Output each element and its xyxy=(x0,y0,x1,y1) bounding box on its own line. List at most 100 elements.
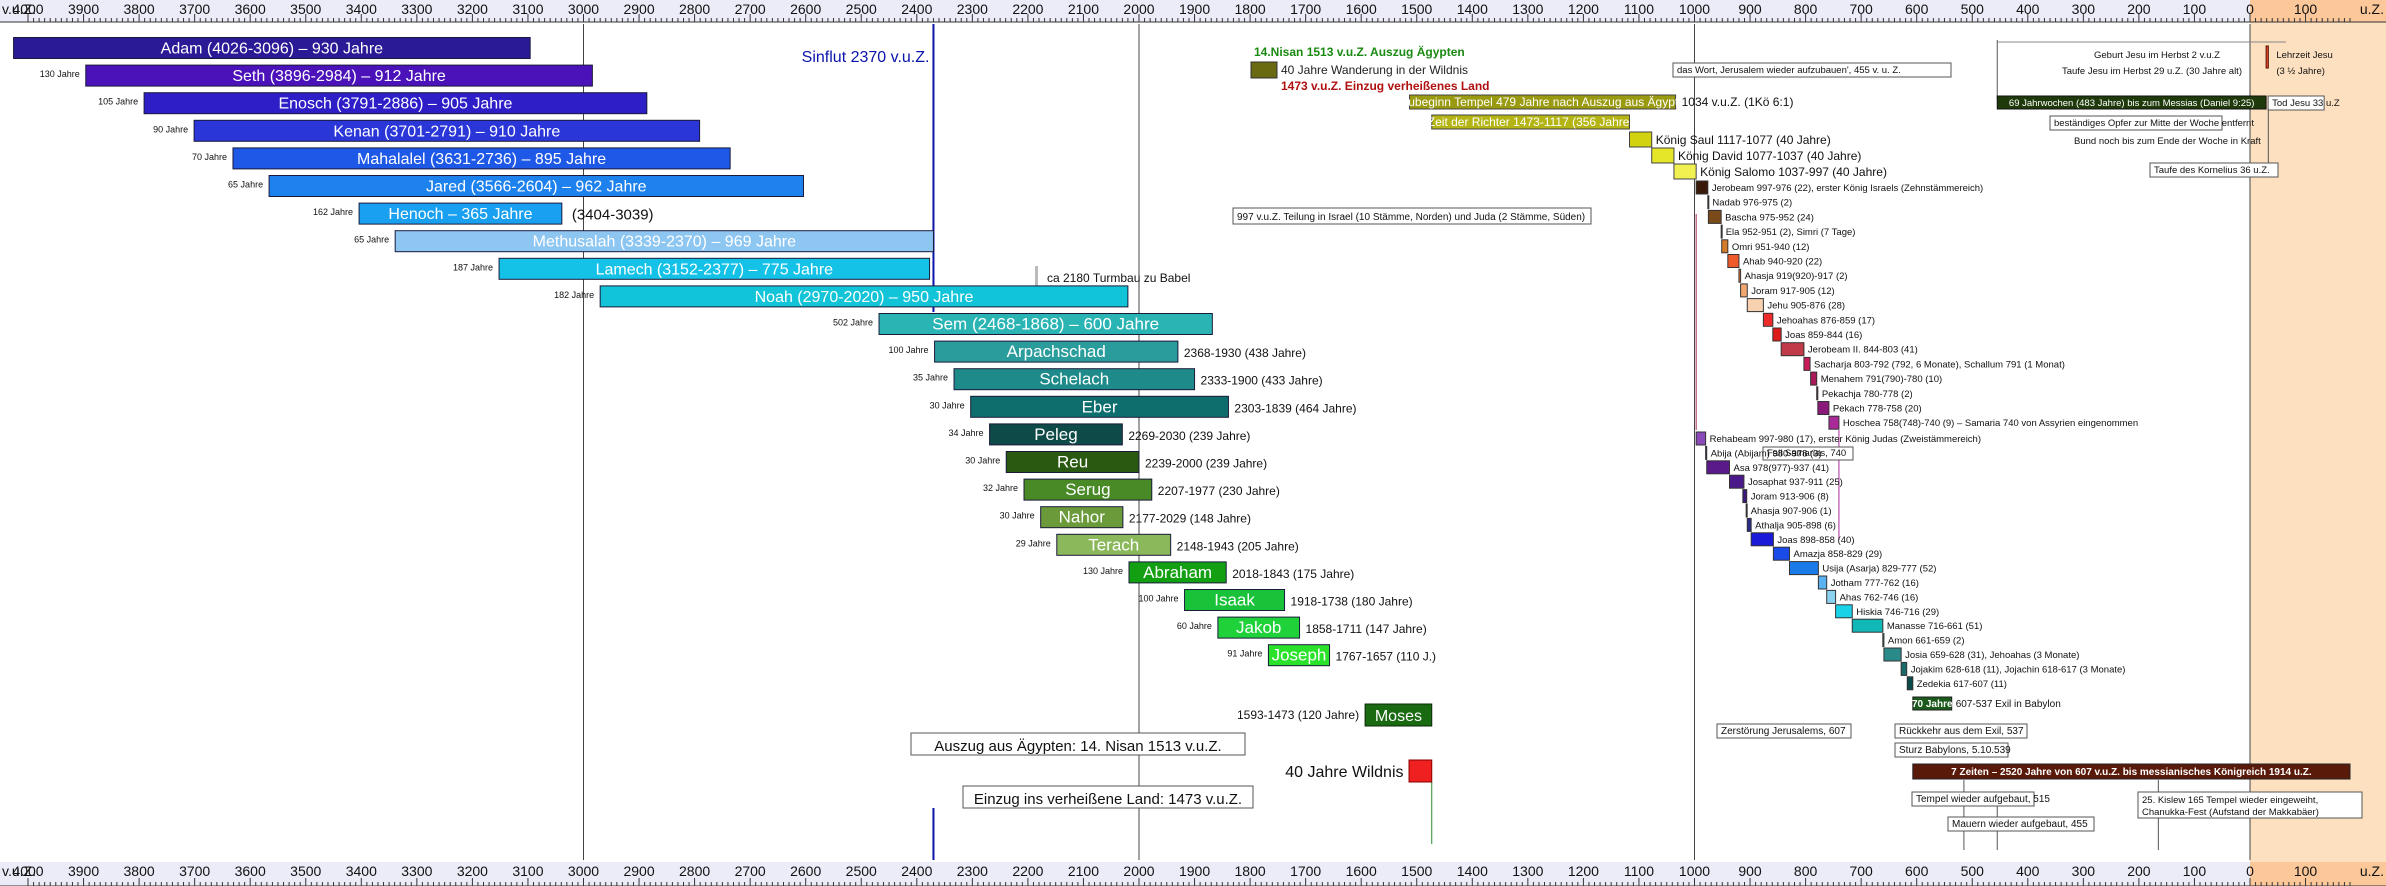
patriarch-gap-label: 60 Jahre xyxy=(1177,621,1212,631)
patriarch-bar xyxy=(232,147,731,170)
patriarch-bar xyxy=(970,395,1229,418)
exile-label: 70 Jahre xyxy=(1912,699,1953,710)
judah-king-bar xyxy=(1742,489,1748,504)
judah-king-label: Rehabeam 997-980 (17), erster König Juda… xyxy=(1710,434,1981,445)
seven-times-label: 7 Zeiten – 2520 Jahre von 607 v.u.Z. bis… xyxy=(1951,767,2312,778)
axis-tick-label: 500 xyxy=(1961,1,1985,17)
axis-tick-label: 2300 xyxy=(957,863,988,879)
israel-king-label: Menahem 791(790)-780 (10) xyxy=(1821,374,1942,385)
patriarch-gap-label: 32 Jahre xyxy=(983,483,1018,493)
return-box-text: Rückkehr aus dem Exil, 537 xyxy=(1899,726,2024,737)
axis-tick-label: 1600 xyxy=(1346,863,1377,879)
exodus-header-1: 14.Nisan 1513 v.u.Z. Auszug Ägypten xyxy=(1254,44,1465,59)
judah-king-bar xyxy=(1695,431,1707,446)
axis-tick-label: 2600 xyxy=(790,863,821,879)
judah-king-label: Jotham 777-762 (16) xyxy=(1831,578,1919,589)
axis-tick-label: 900 xyxy=(1738,1,1762,17)
axis-tick-label: 1200 xyxy=(1568,863,1599,879)
patriarch-dates: 2018-1843 (175 Jahre) xyxy=(1232,567,1354,581)
ad-era-background xyxy=(2250,0,2386,886)
patriarch-bar xyxy=(1023,478,1153,501)
axis-tick-label: 2800 xyxy=(679,863,710,879)
birth-label: Geburt Jesu im Herbst 2 v.u.Z xyxy=(2094,50,2220,61)
israel-king-bar xyxy=(1810,371,1818,386)
patriarch-gap-label: 30 Jahre xyxy=(1000,511,1035,521)
axis-tick-label: 400 xyxy=(2016,863,2040,879)
patriarch-bar xyxy=(358,202,563,225)
judah-king-bar xyxy=(1750,532,1774,547)
israel-king-bar xyxy=(1738,268,1742,283)
israel-king-bar xyxy=(1721,239,1729,254)
axis-tick-label: 4000 xyxy=(12,1,43,17)
judges-bar xyxy=(1431,114,1631,130)
axis-tick-label: 1300 xyxy=(1512,1,1543,17)
judah-king-bar xyxy=(1772,546,1790,561)
axis-tick-label: 3600 xyxy=(235,1,266,17)
king-bar xyxy=(1629,131,1653,148)
judah-king-bar xyxy=(1706,460,1730,475)
judah-king-bar xyxy=(1882,633,1885,648)
patriarch-dates: 2303-1839 (464 Jahre) xyxy=(1234,401,1356,415)
axis-band xyxy=(0,862,2386,886)
israel-king-label: Sacharja 803-792 (792, 6 Monate), Schall… xyxy=(1814,359,2065,370)
axis-tick-label: 2600 xyxy=(790,1,821,17)
kislev-text-1: 25. Kislew 165 Tempel wieder eingeweiht, xyxy=(2142,795,2318,806)
judah-king-bar xyxy=(1826,589,1837,604)
patriarch-dates: 2177-2029 (148 Jahre) xyxy=(1129,512,1251,526)
axis-label-ad: u.Z. xyxy=(2360,863,2384,879)
israel-king-bar xyxy=(1817,401,1830,415)
axis-tick-label: 300 xyxy=(2072,1,2096,17)
moses-bar xyxy=(1364,703,1433,727)
israel-king-bar xyxy=(1828,415,1840,430)
axis-tick-label: 400 xyxy=(2016,1,2040,17)
axis-tick-label: 3000 xyxy=(568,1,599,17)
axis-tick-label: 3900 xyxy=(68,863,99,879)
judah-king-bar xyxy=(1900,661,1908,676)
judah-king-bar xyxy=(1745,503,1748,518)
patriarch-label: Isaak xyxy=(1214,591,1255,610)
wilderness-label: 40 Jahre Wildnis xyxy=(1285,764,1403,781)
exile-bar xyxy=(1912,696,1953,711)
axis-tick-label: 1200 xyxy=(1568,1,1599,17)
judah-king-label: Asa 978(977)-937 (41) xyxy=(1733,463,1829,474)
axis-tick-label: 2200 xyxy=(1012,1,1043,17)
israel-king-label: Ela 952-951 (2), Simri (7 Tage) xyxy=(1726,227,1856,238)
samaria-box-box xyxy=(1762,446,1854,461)
cornelius-box-box xyxy=(2149,162,2279,178)
patriarch-dates: 2368-1930 (438 Jahre) xyxy=(1184,346,1306,360)
patriarch-gap-label: 30 Jahre xyxy=(965,456,1000,466)
axis-tick-label: 2300 xyxy=(957,1,988,17)
axis-tick-label: 800 xyxy=(1794,863,1818,879)
division-box-text: 997 v.u.Z. Teilung in Israel (10 Stämme,… xyxy=(1237,212,1585,223)
patriarch-dates: 2148-1943 (205 Jahre) xyxy=(1177,539,1299,553)
axis-band xyxy=(0,0,2386,22)
israel-king-bar xyxy=(1720,224,1723,239)
judah-king-bar xyxy=(1705,445,1708,460)
flood-label: Sinflut 2370 v.u.Z. xyxy=(802,49,930,66)
king-bar xyxy=(1651,147,1675,164)
patriarch-label: Enosch (3791-2886) – 905 Jahre xyxy=(278,96,512,113)
king-label: König Salomo 1037-997 (40 Jahre) xyxy=(1700,165,1887,179)
exodus-box-text: Auszug aus Ägypten: 14. Nisan 1513 v.u.Z… xyxy=(934,738,1221,755)
moses-label: Moses xyxy=(1375,708,1422,725)
patriarch-label: Peleg xyxy=(1034,425,1077,444)
judah-king-label: Ahas 762-746 (16) xyxy=(1840,592,1919,603)
patriarch-dates: 2239-2000 (239 Jahre) xyxy=(1145,457,1267,471)
exile-note: 607-537 Exil in Babylon xyxy=(1956,699,2061,710)
axis-tick-label: 3100 xyxy=(512,863,543,879)
israel-king-bar xyxy=(1772,327,1782,342)
israel-king-bar xyxy=(1780,342,1805,357)
patriarch-gap-label: 105 Jahre xyxy=(98,97,138,107)
patriarch-label: Eber xyxy=(1082,397,1118,416)
israel-king-label: Jehoahas 876-859 (17) xyxy=(1777,315,1875,326)
wilderness-bar xyxy=(1408,759,1433,783)
patriarch-bar xyxy=(13,37,531,59)
axis-tick-label: 200 xyxy=(2127,863,2151,879)
axis-tick-label: 2700 xyxy=(735,863,766,879)
axis-tick-label: 3900 xyxy=(68,1,99,17)
axis-tick-label: 3300 xyxy=(401,1,432,17)
israel-king-label: Jehu 905-876 (28) xyxy=(1767,301,1845,312)
patriarch-gap-label: 100 Jahre xyxy=(1139,594,1179,604)
axis-tick-label: 3500 xyxy=(290,1,321,17)
kislev-text-2: Chanukka-Fest (Aufstand der Makkabäer) xyxy=(2142,807,2319,818)
